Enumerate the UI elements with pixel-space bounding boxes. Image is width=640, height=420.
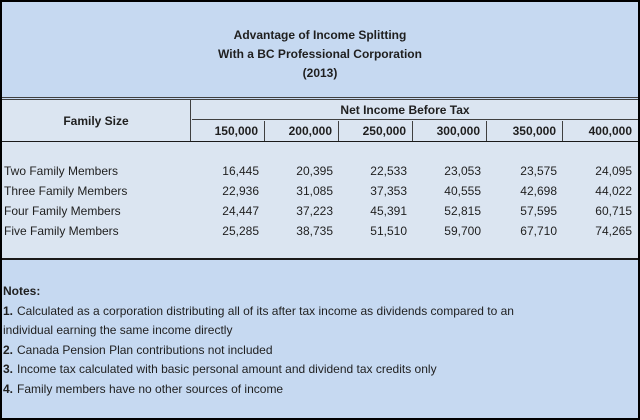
divider [2,141,638,142]
note-item: 1. Calculated as a corporation distribut… [3,302,638,322]
column-header: 400,000 [588,124,632,138]
cell: 59,700 [444,224,481,238]
table-row: Three Family Members 22,936 31,085 37,35… [2,181,638,201]
family-size-header: Family Size [2,100,191,141]
table-row: Four Family Members 24,447 37,223 45,391… [2,201,638,221]
divider [2,99,638,100]
cell: 45,391 [370,204,407,218]
note-continuation: individual earning the same income direc… [3,321,638,341]
row-label: Three Family Members [4,184,128,198]
notes-section: Notes: 1. Calculated as a corporation di… [2,264,638,416]
cell: 22,533 [370,164,407,178]
cell: 60,715 [595,204,632,218]
cell: 25,285 [222,224,259,238]
note-text: Canada Pension Plan contributions not in… [17,342,273,357]
notes-title: Notes: [3,284,41,298]
cell: 31,085 [296,184,333,198]
cell: 16,445 [222,164,259,178]
row-label: Five Family Members [4,224,119,238]
cell: 24,447 [222,204,259,218]
cell: 37,353 [370,184,407,198]
cell: 52,815 [444,204,481,218]
cell: 38,735 [296,224,333,238]
divider [2,258,638,260]
note-text: Income tax calculated with basic persona… [17,362,437,376]
note-item: 4. Family members have no other sources … [3,380,638,400]
column-header: 300,000 [413,121,487,141]
cell: 42,698 [520,184,557,198]
note-number: 3. [3,362,14,376]
table-body: Two Family Members 16,445 20,395 22,533 … [2,161,638,241]
column-header: 150,000 [192,121,265,141]
title-line-2: With a BC Professional Corporation [218,47,422,61]
note-number: 1. [3,303,14,318]
income-table: Family Size Net Income Before Tax 150,00… [2,99,638,260]
column-header: 200,000 [265,121,339,141]
title-block: Advantage of Income Splitting With a BC … [2,2,638,98]
column-header: 250,000 [339,121,413,141]
table-row: Two Family Members 16,445 20,395 22,533 … [2,161,638,181]
cell: 57,595 [520,204,557,218]
cell: 23,053 [444,164,481,178]
note-number: 4. [3,381,14,396]
cell: 23,575 [520,164,557,178]
note-number: 2. [3,342,14,357]
cell: 40,555 [444,184,481,198]
row-label: Four Family Members [4,204,121,218]
note-text: Family members have no other sources of … [17,381,284,396]
title-line-3: (2013) [302,66,338,80]
note-item: 3. Income tax calculated with basic pers… [3,360,638,380]
title-line-1: Advantage of Income Splitting [233,28,407,42]
cell: 20,395 [296,164,333,178]
cell: 74,265 [595,224,632,238]
net-income-header: Net Income Before Tax [192,100,638,120]
cell: 51,510 [370,224,407,238]
note-text: Calculated as a corporation distributing… [17,303,514,318]
cell: 22,936 [222,184,259,198]
cell: 44,022 [595,184,632,198]
cell: 67,710 [520,224,557,238]
column-header: 350,000 [487,121,563,141]
table-row: Five Family Members 25,285 38,735 51,510… [2,221,638,241]
note-item: 2. Canada Pension Plan contributions not… [3,341,638,361]
cell: 37,223 [296,204,333,218]
column-headers: 150,000 200,000 250,000 300,000 350,000 … [192,121,638,141]
cell: 24,095 [595,164,632,178]
row-label: Two Family Members [4,164,119,178]
note-text: individual earning the same income direc… [3,323,233,337]
